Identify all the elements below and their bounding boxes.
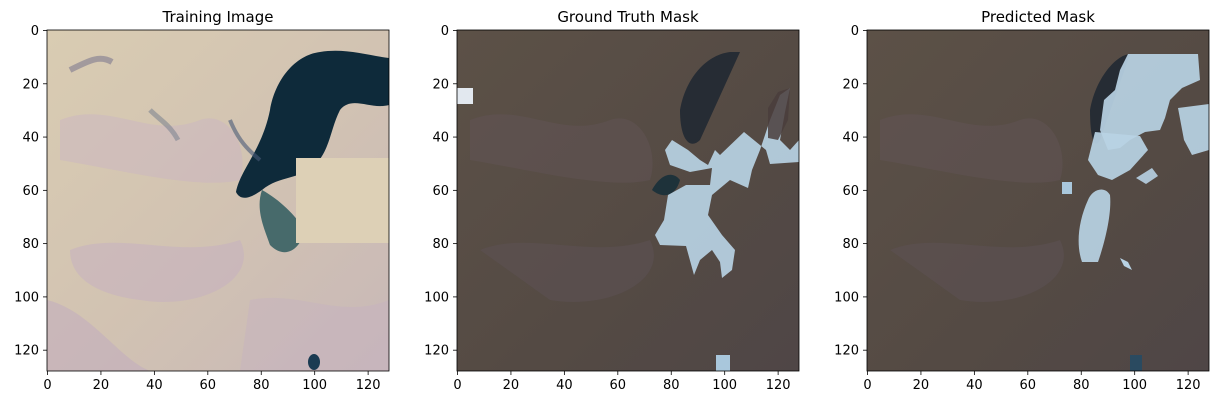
y-tick-label: 100 (14, 290, 39, 305)
x-tick-label: 120 (766, 378, 791, 393)
y-tick-label: 100 (834, 290, 859, 305)
y-tick-label: 60 (22, 184, 39, 199)
y-tick-label: 20 (22, 77, 39, 92)
y-tick-label: 120 (14, 344, 39, 359)
axes-decorations-2: Predicted Mask 0 20 40 60 80 100 120 0 20 40 60 80 10… (834, 8, 1200, 393)
x-tick-label: 80 (1073, 378, 1090, 393)
x-tick-label: 20 (913, 378, 930, 393)
x-tick-label: 0 (453, 378, 461, 393)
y-tick-label: 80 (842, 237, 859, 252)
axes-predicted-mask (866, 29, 1210, 372)
x-tick-label: 60 (200, 378, 217, 393)
y-tick-label: 100 (424, 290, 449, 305)
y-tick-label: 120 (424, 344, 449, 359)
y-tick-label: 0 (441, 24, 449, 39)
y-tick-label: 80 (432, 237, 449, 252)
pred-mask-region (1100, 54, 1200, 150)
x-tick-label: 120 (1176, 378, 1201, 393)
axes-decorations-1: Ground Truth Mask 0 20 40 60 80 100 120 0 20 40 60 8… (424, 8, 790, 393)
y-tick-label: 60 (842, 184, 859, 199)
x-tick-label: 40 (556, 378, 573, 393)
axes-overlays: Training Image 0 20 40 60 80 100 120 0 20 40 60 80 10… (14, 8, 1200, 393)
y-tick-label: 0 (31, 24, 39, 39)
ground-truth-image (457, 30, 799, 371)
y-tick-label: 80 (22, 237, 39, 252)
x-tick-label: 20 (93, 378, 110, 393)
axes-title: Training Image (162, 8, 274, 26)
x-tick-label: 100 (1122, 378, 1147, 393)
axes-training-image (46, 29, 390, 372)
x-tick-label: 0 (863, 378, 871, 393)
training-image (47, 30, 389, 371)
x-tick-label: 80 (663, 378, 680, 393)
x-tick-label: 40 (966, 378, 983, 393)
axes-decorations-0: Training Image 0 20 40 60 80 100 120 0 20 40 60 80 10… (14, 8, 380, 393)
y-tick-label: 40 (22, 131, 39, 146)
x-tick-label: 0 (43, 378, 51, 393)
y-tick-label: 20 (842, 77, 859, 92)
x-tick-label: 120 (356, 378, 381, 393)
gt-mask-region (655, 52, 799, 278)
x-tick-label: 80 (253, 378, 270, 393)
axes-title: Ground Truth Mask (557, 8, 699, 26)
y-tick-label: 0 (851, 24, 859, 39)
x-tick-label: 100 (302, 378, 327, 393)
x-tick-label: 20 (503, 378, 520, 393)
axes-ground-truth-mask (456, 29, 800, 372)
x-tick-label: 100 (712, 378, 737, 393)
y-tick-label: 60 (432, 184, 449, 199)
x-tick-label: 60 (1020, 378, 1037, 393)
y-tick-label: 40 (842, 131, 859, 146)
y-tick-label: 40 (432, 131, 449, 146)
x-tick-label: 60 (610, 378, 627, 393)
predicted-image (867, 30, 1209, 371)
x-tick-label: 40 (146, 378, 163, 393)
axes-title: Predicted Mask (981, 8, 1095, 26)
y-tick-label: 20 (432, 77, 449, 92)
y-tick-label: 120 (834, 344, 859, 359)
